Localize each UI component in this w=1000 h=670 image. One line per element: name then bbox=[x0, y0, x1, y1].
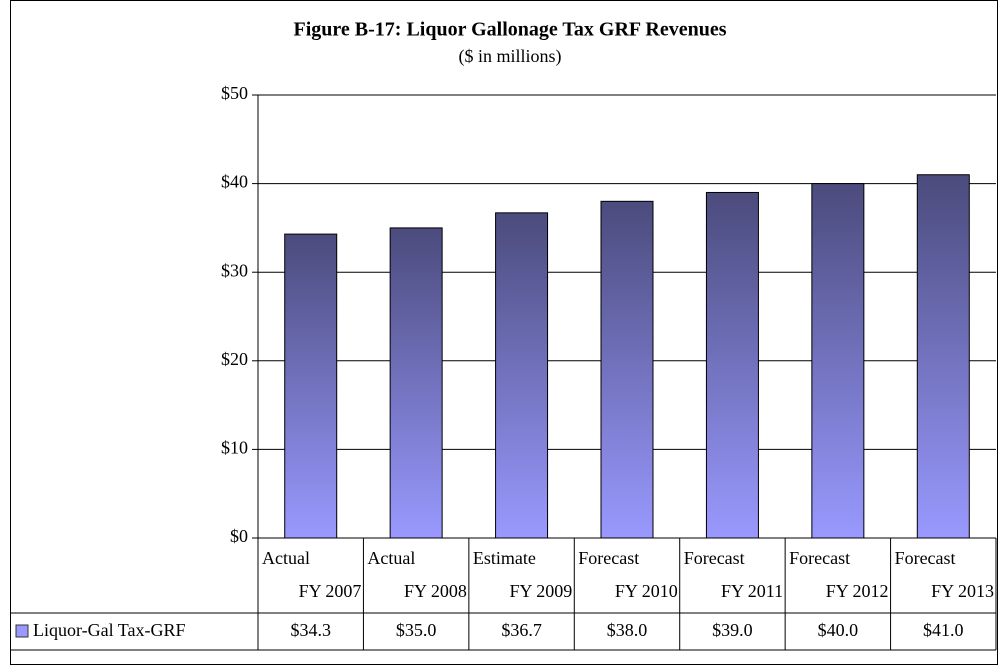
table-value: $39.0 bbox=[712, 620, 753, 640]
y-tick-label: $0 bbox=[230, 526, 248, 546]
bar bbox=[811, 183, 865, 539]
x-tick-label: FY 2011 bbox=[721, 581, 783, 601]
y-tick-label: $20 bbox=[221, 349, 248, 369]
table-value: $41.0 bbox=[923, 620, 964, 640]
y-tick-label: $30 bbox=[221, 260, 248, 280]
x-tick-label: Actual bbox=[262, 548, 310, 568]
x-tick-label: FY 2008 bbox=[404, 581, 467, 601]
x-tick-label: FY 2010 bbox=[615, 581, 678, 601]
x-tick-label: FY 2013 bbox=[931, 581, 994, 601]
chart-subtitle: ($ in millions) bbox=[459, 46, 562, 67]
bar bbox=[495, 212, 549, 539]
x-tick-label: FY 2009 bbox=[509, 581, 572, 601]
bar bbox=[389, 227, 443, 539]
y-tick-label: $50 bbox=[221, 83, 248, 103]
y-tick-label: $10 bbox=[221, 438, 248, 458]
x-tick-label: Actual bbox=[367, 548, 415, 568]
chart-title: Figure B-17: Liquor Gallonage Tax GRF Re… bbox=[294, 19, 727, 41]
table-value: $40.0 bbox=[818, 620, 859, 640]
y-tick-label: $40 bbox=[221, 172, 248, 192]
table-value: $34.3 bbox=[290, 620, 331, 640]
legend-label: Liquor-Gal Tax-GRF bbox=[33, 620, 186, 640]
x-tick-label: Forecast bbox=[895, 548, 956, 568]
table-value: $36.7 bbox=[501, 620, 542, 640]
x-tick-label: FY 2007 bbox=[299, 581, 362, 601]
bar bbox=[916, 174, 970, 539]
bar bbox=[705, 191, 759, 539]
table-value: $38.0 bbox=[607, 620, 648, 640]
x-tick-label: Forecast bbox=[789, 548, 850, 568]
bar bbox=[600, 200, 654, 539]
bar bbox=[284, 233, 338, 539]
table-value: $35.0 bbox=[396, 620, 437, 640]
x-tick-label: Forecast bbox=[578, 548, 639, 568]
x-tick-label: Forecast bbox=[684, 548, 745, 568]
x-tick-label: Estimate bbox=[473, 548, 536, 568]
x-tick-label: FY 2012 bbox=[826, 581, 889, 601]
legend-swatch bbox=[15, 624, 29, 638]
